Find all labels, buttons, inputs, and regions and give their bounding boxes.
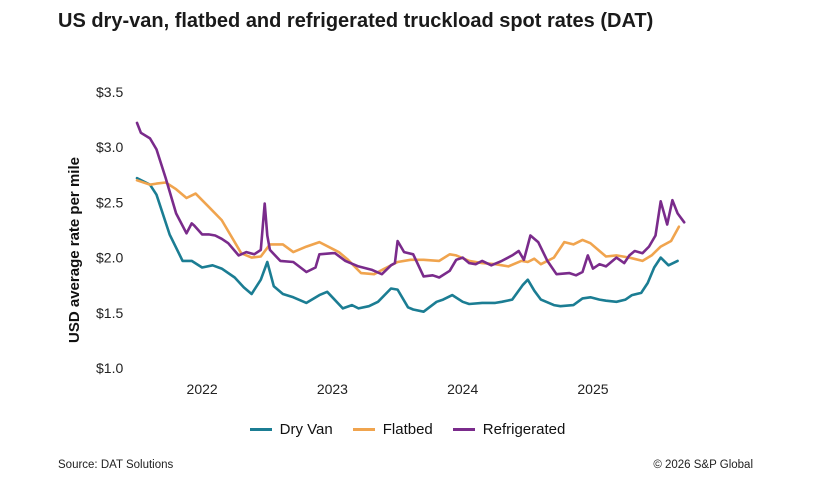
chart-title: US dry-van, flatbed and refrigerated tru…: [58, 10, 654, 32]
line-chart: USD average rate per mile $1.0 $1.5 $2.0 $2…: [66, 84, 686, 397]
legend-label: Flatbed: [382, 421, 433, 438]
y-tick-label: $2.5: [96, 194, 123, 210]
series-lines: [135, 121, 686, 314]
legend-swatch: [352, 428, 375, 431]
legend-swatch: [249, 428, 272, 431]
x-tick-label: 2023: [317, 381, 348, 397]
legend: Dry Van Flatbed Refrigerated: [0, 421, 815, 438]
copyright-note: © 2026 S&P Global: [653, 459, 753, 471]
y-tick-label: $3.0: [96, 139, 123, 155]
legend-swatch: [452, 428, 475, 431]
x-axis-ticks: 2022 2023 2024 2025: [187, 381, 609, 397]
source-note: Source: DAT Solutions: [58, 459, 174, 471]
x-tick-label: 2024: [447, 381, 478, 397]
legend-label: Dry Van: [279, 421, 333, 438]
series-line-flatbed: [135, 179, 681, 276]
y-axis-label-group: USD average rate per mile: [66, 157, 83, 343]
series-line-dry-van: [135, 176, 679, 314]
y-axis-ticks: $1.0 $1.5 $2.0 $2.5 $3.0 $3.5: [96, 84, 123, 376]
y-tick-label: $2.0: [96, 250, 123, 266]
x-tick-label: 2025: [577, 381, 608, 397]
legend-label: Refrigerated: [482, 421, 566, 438]
y-tick-label: $3.5: [96, 84, 123, 100]
series-line-refrigerated: [135, 121, 686, 279]
legend-item-refrigerated: Refrigerated: [452, 421, 566, 438]
legend-item-flatbed: Flatbed: [352, 421, 433, 438]
y-tick-label: $1.5: [96, 305, 123, 321]
x-tick-label: 2022: [187, 381, 218, 397]
legend-item-dry-van: Dry Van: [249, 421, 333, 438]
y-axis-label: USD average rate per mile: [66, 157, 83, 343]
y-tick-label: $1.0: [96, 360, 123, 376]
